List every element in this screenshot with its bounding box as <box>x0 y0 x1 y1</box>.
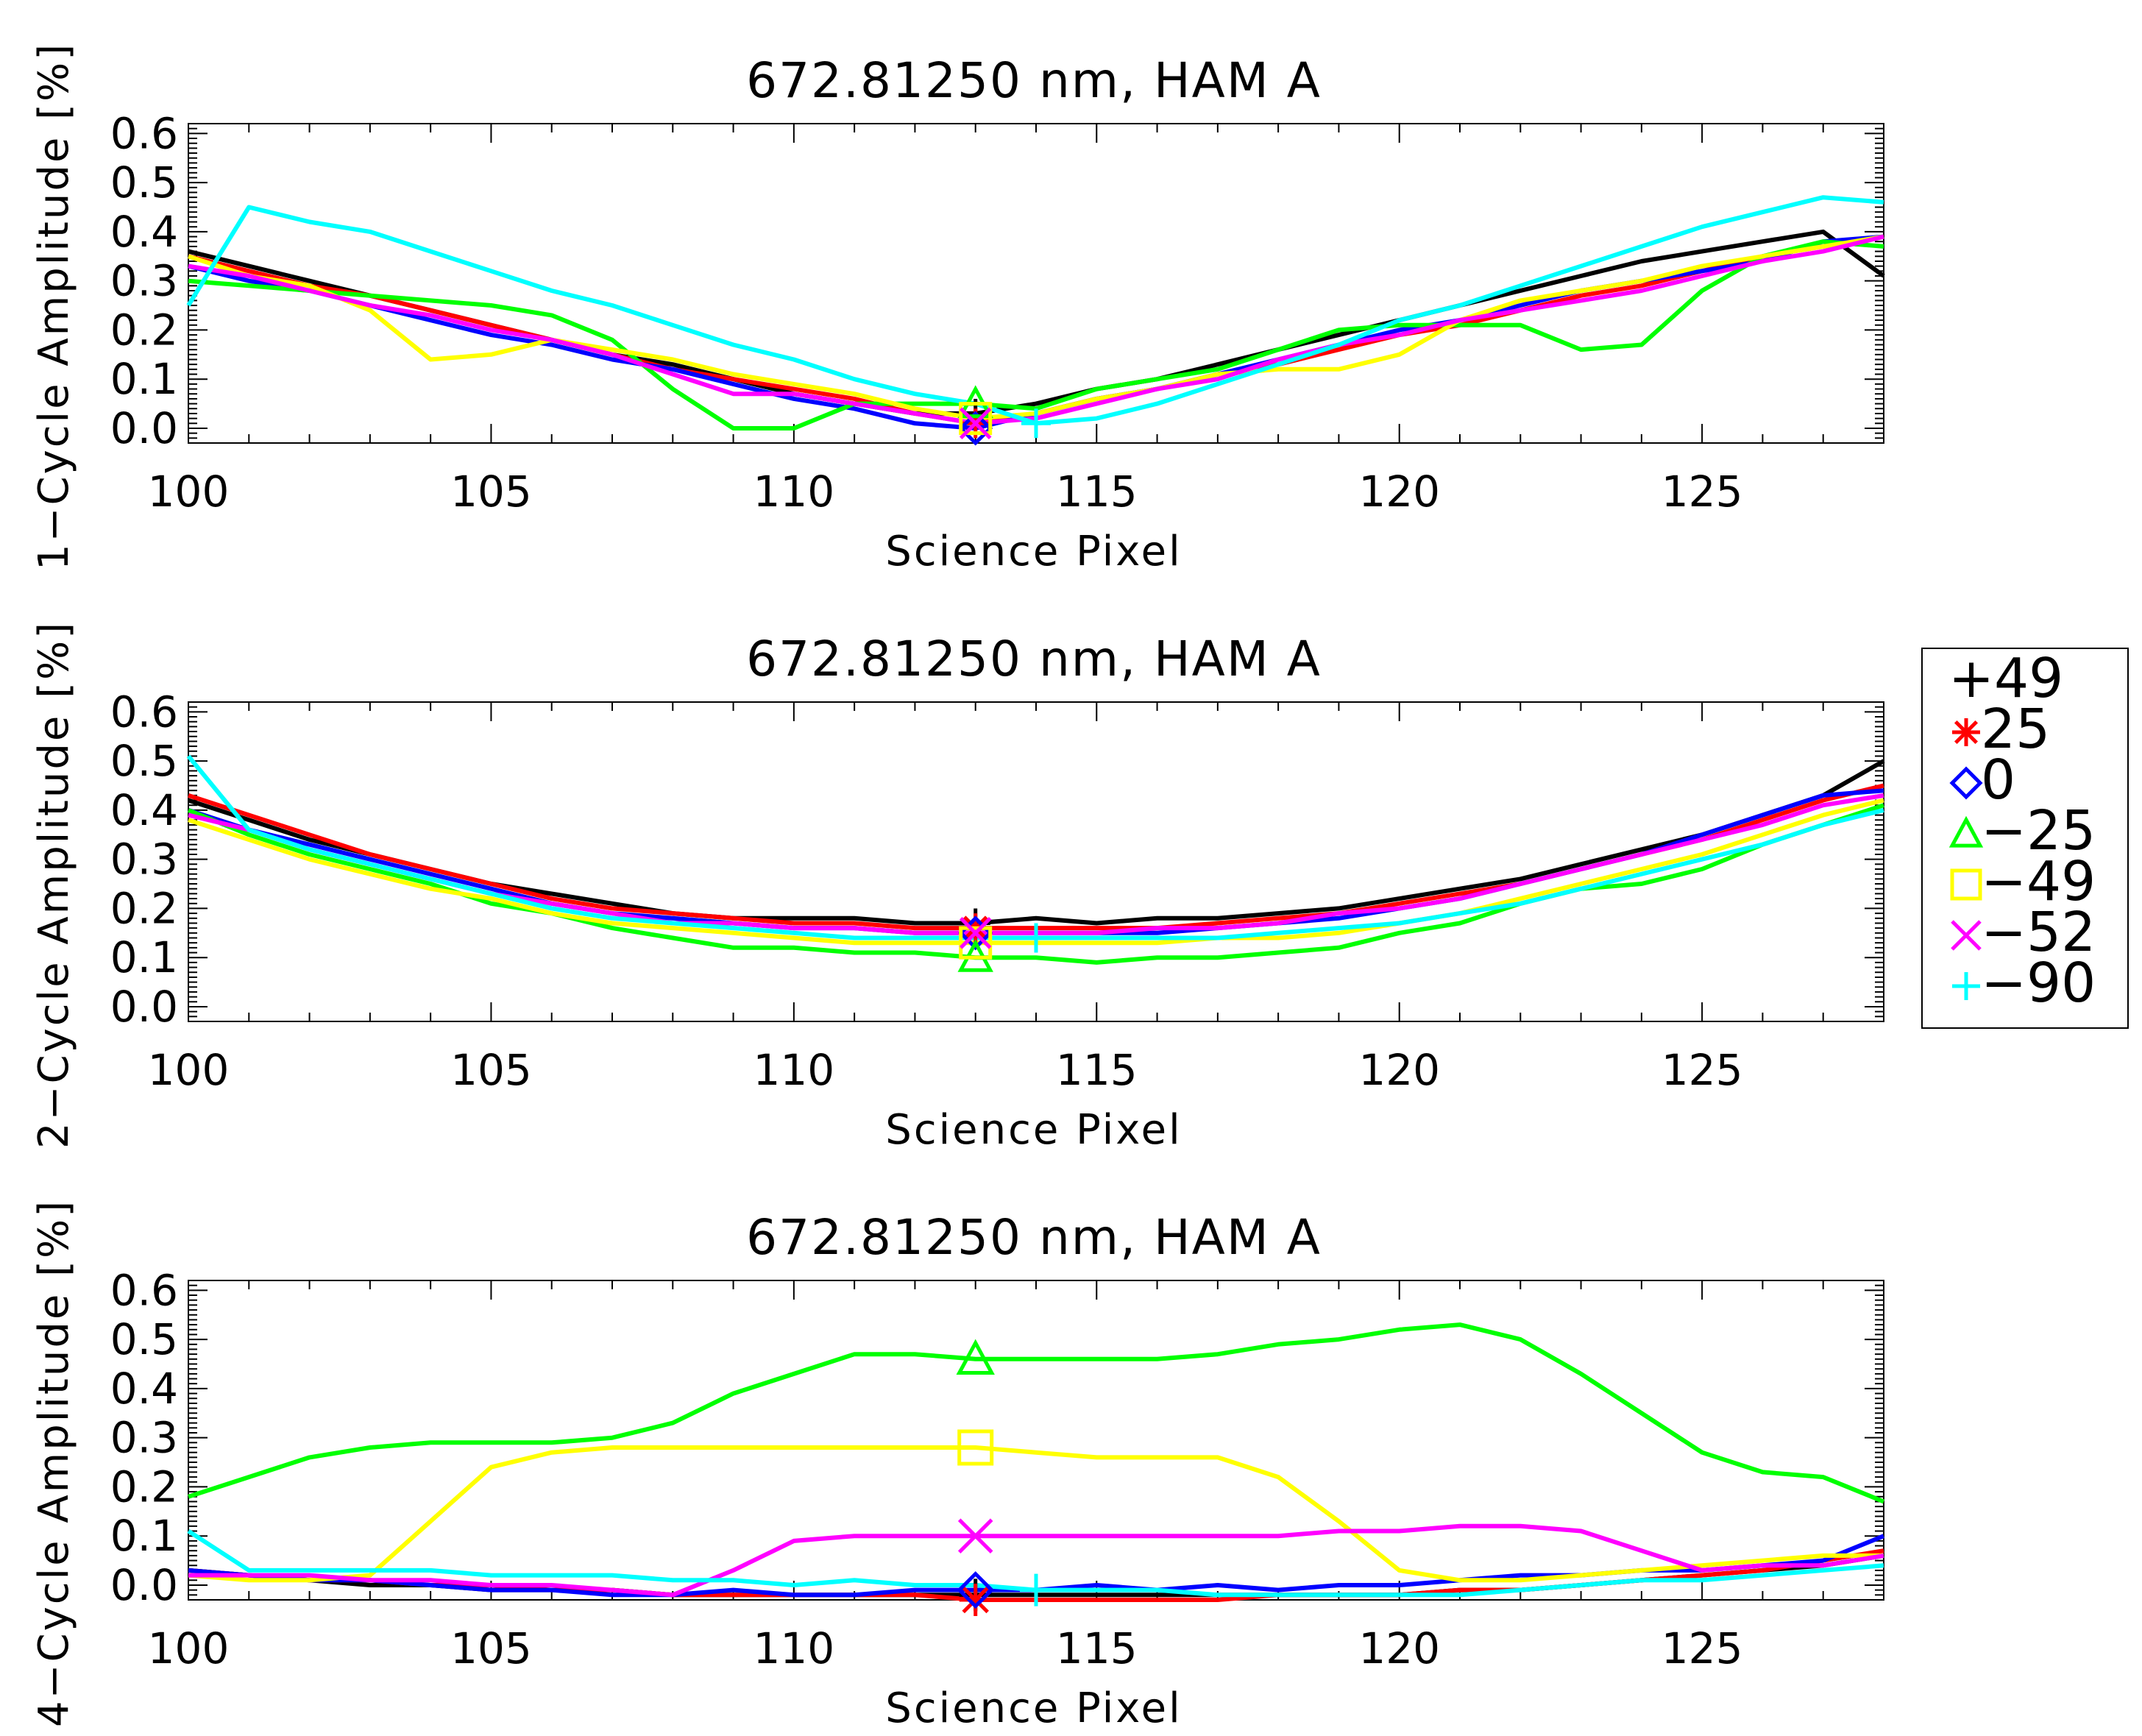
panel-3-series-0-marker <box>957 1571 995 1609</box>
legend-label-0: 0 <box>1981 748 2015 812</box>
legend-marker-minus-25 <box>1948 815 1984 848</box>
panel-1-y-tick-label: 0.1 <box>110 354 178 404</box>
panel-2-y-tick-label: 0.6 <box>110 687 178 737</box>
panel-2-x-axis-label: Science Pixel <box>885 1106 1182 1154</box>
panel-1-plot-area: 100 105 110 115 120 125 0.00.10.20.30.40.50.6 <box>110 108 1885 517</box>
panel-2-y-tick-label: 0.2 <box>110 883 178 933</box>
panel-1-series-minus-49-marker <box>959 402 993 436</box>
panel-2-y-tick-label: 0.0 <box>110 982 178 1032</box>
panel-3-x-tick-label: 100 <box>148 1623 230 1673</box>
legend-label-minus-90: −90 <box>1981 952 2096 1015</box>
panel-3-series-25-marker <box>959 1584 992 1616</box>
panel-3-series-minus-52-line <box>188 1523 1884 1598</box>
panel-2-title: 672.81250 nm, HAM A <box>746 631 1322 687</box>
panel-3-series-minus-49-marker <box>957 1429 994 1466</box>
panel-1-y-tick-label: 0.2 <box>110 305 178 355</box>
panel-3-x-axis-label: Science Pixel <box>885 1684 1182 1732</box>
legend-marker-25 <box>1952 718 1980 746</box>
legend-marker-minus-52 <box>1951 920 1982 951</box>
panel-3-x-tick-label: 110 <box>753 1623 834 1673</box>
panel-2-x-tick-label: 105 <box>450 1045 532 1095</box>
panel-1-x-tick-label: 100 <box>148 467 230 517</box>
panel-3-y-tick-label: 0.2 <box>110 1462 178 1512</box>
legend-markers <box>1948 718 1984 1000</box>
panel-1-x-tick-label: 125 <box>1662 467 1743 517</box>
panel-2-y-tick-label: 0.4 <box>110 785 178 835</box>
panel-3-series-minus-25-line <box>188 1322 1885 1504</box>
legend-label-minus-49: −49 <box>1981 850 2096 913</box>
legend-label-25: 25 <box>1981 698 2050 761</box>
panel-1-series-minus-52-marker <box>959 407 992 440</box>
panel-1-y-tick-label: 0.4 <box>110 207 178 257</box>
legend-label-minus-52: −52 <box>1981 901 2096 964</box>
panel-2-x-tick-label: 125 <box>1662 1045 1743 1095</box>
panel-3-y-tick-label: 0.6 <box>110 1265 178 1315</box>
panel-3-x-tick-label: 120 <box>1358 1623 1440 1673</box>
panel-3-series-minus-25-marker <box>956 1339 995 1375</box>
panel-3-y-tick-label: 0.5 <box>110 1314 178 1364</box>
panel-3-x-tick-label: 115 <box>1056 1623 1138 1673</box>
panel-1-x-axis-label: Science Pixel <box>885 528 1182 575</box>
panel-3-series-minus-49-line <box>188 1445 1884 1583</box>
panel-1-x-tick-label: 110 <box>753 467 834 517</box>
panel-3-y-tick-label: 0.4 <box>110 1364 178 1414</box>
panel-3-x-tick-label: 105 <box>450 1623 532 1673</box>
panel-2-y-tick-label: 0.1 <box>110 932 178 982</box>
legend: +49 25 0 −25 −49 −52 −90 <box>1921 647 2129 1029</box>
panel-3-y-axis-label: 4−Cycle Amplitude [%] <box>30 1199 78 1727</box>
panel-2-series-minus-49-marker <box>959 926 993 960</box>
panel-3-x-tick-label: 125 <box>1662 1623 1743 1673</box>
panel-2-series-minus-90-marker <box>1021 923 1051 953</box>
panel-2-x-tick-label: 115 <box>1056 1045 1138 1095</box>
panel-3: 672.81250 nm, HAM A 4−Cycle Amplitude [%… <box>30 1199 1885 1732</box>
panel-1-y-tick-label: 0.6 <box>110 108 178 158</box>
panel-3-title: 672.81250 nm, HAM A <box>746 1209 1322 1266</box>
panel-3-series-minus-52-marker <box>957 1518 993 1553</box>
panel-2-series-minus-52-marker <box>959 917 992 949</box>
panel-1-title: 672.81250 nm, HAM A <box>746 52 1322 109</box>
legend-marker-minus-90 <box>1952 972 1980 1000</box>
panel-1: 672.81250 nm, HAM A 1−Cycle Amplitude [%… <box>30 42 1885 575</box>
panel-1-y-tick-label: 0.0 <box>110 403 178 453</box>
panel-2-y-tick-label: 0.5 <box>110 736 178 786</box>
panel-1-x-tick-label: 120 <box>1358 467 1440 517</box>
panel-2-x-tick-label: 110 <box>753 1045 834 1095</box>
panel-1-series-0-marker <box>958 411 993 446</box>
panel-2-y-axis-label: 2−Cycle Amplitude [%] <box>30 620 78 1149</box>
panel-2-x-tick-label: 120 <box>1358 1045 1440 1095</box>
panel-1-x-tick-label: 115 <box>1056 467 1138 517</box>
panel-2-x-tick-label: 100 <box>148 1045 230 1095</box>
panel-1-y-tick-label: 0.5 <box>110 157 178 208</box>
legend-label-minus-25: −25 <box>1981 799 2096 862</box>
panel-3-series-minus-90-marker <box>1020 1573 1052 1606</box>
panel-3-y-tick-label: 0.0 <box>110 1560 178 1610</box>
panel-2: 672.81250 nm, HAM A 2−Cycle Amplitude [%… <box>30 620 1885 1154</box>
panel-1-y-axis-label: 1−Cycle Amplitude [%] <box>30 42 78 570</box>
panel-1-series-minus-90-marker <box>1021 408 1051 439</box>
legend-marker-minus-49 <box>1950 868 1982 901</box>
panel-3-y-tick-label: 0.1 <box>110 1511 178 1561</box>
legend-label-49: +49 <box>1948 647 2063 710</box>
panel-1-y-tick-label: 0.3 <box>110 256 178 306</box>
panel-2-plot-area: 100 105 110 115 120 125 0.00.10.20.30.40.50.6 <box>110 687 1885 1095</box>
panel-1-x-tick-label: 105 <box>450 467 532 517</box>
panel-2-y-tick-label: 0.3 <box>110 835 178 885</box>
panel-3-y-tick-label: 0.3 <box>110 1413 178 1463</box>
legend-marker-0 <box>1949 766 1983 800</box>
panel-3-plot-area: 100 105 110 115 120 125 0.00.10.20.30.40.50.6 <box>110 1265 1885 1673</box>
